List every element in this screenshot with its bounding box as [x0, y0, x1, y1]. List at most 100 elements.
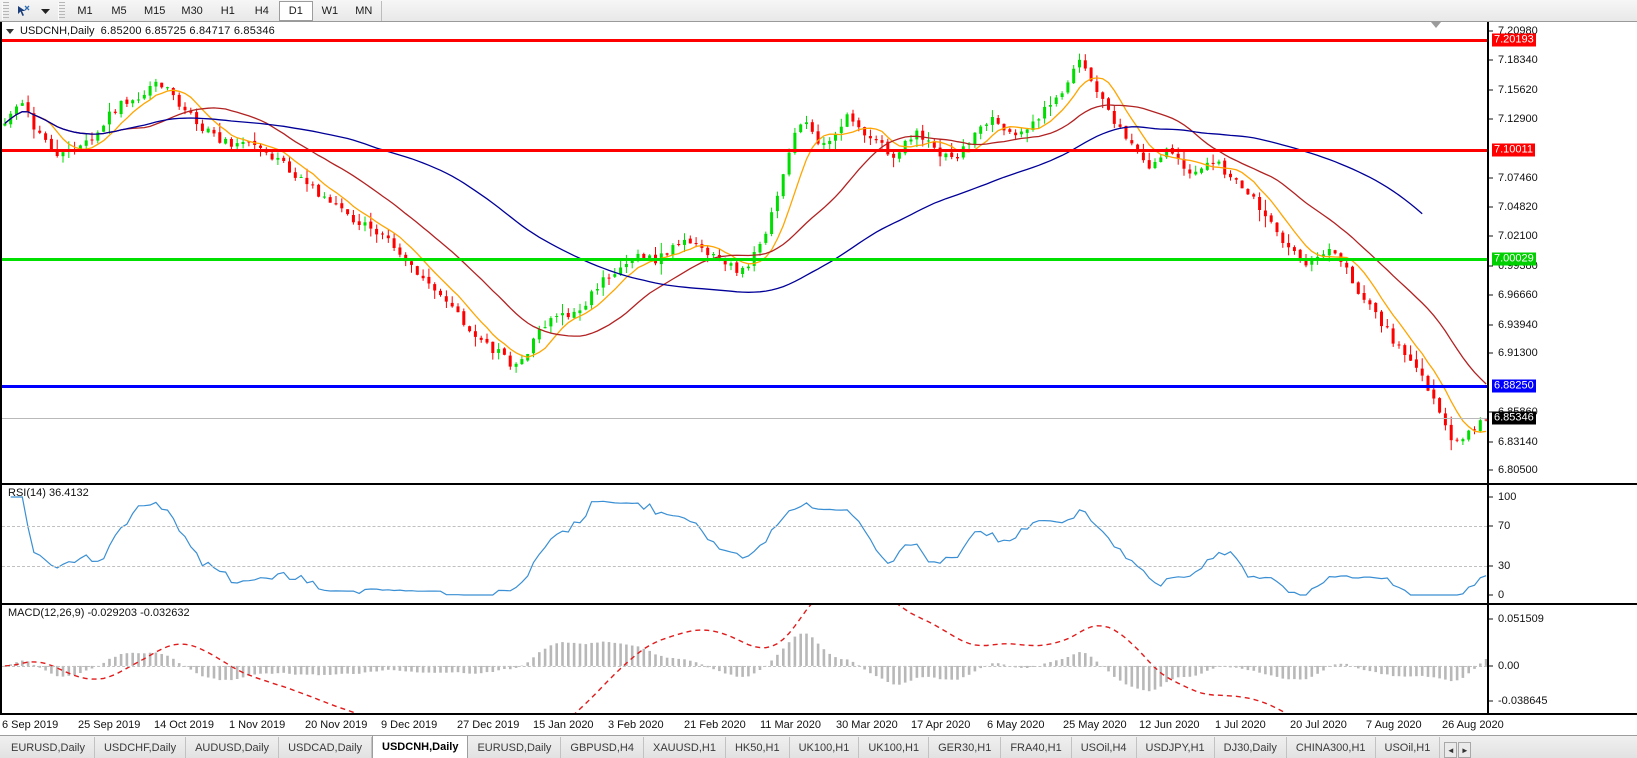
macd-axis-tick — [1489, 665, 1493, 667]
macd-axis-tick — [1489, 618, 1493, 620]
chart-scroll-marker-icon[interactable] — [1431, 22, 1441, 28]
timeframe-w1[interactable]: W1 — [321, 4, 339, 17]
price-axis-tick — [1489, 118, 1493, 120]
pivot-tag[interactable]: 7.00029 — [1492, 252, 1536, 266]
chart-tab-eurusd-daily[interactable]: EURUSD,Daily — [468, 737, 562, 758]
date-axis-label: 25 May 2020 — [1063, 719, 1127, 731]
price-axis-label: 6.91300 — [1498, 347, 1538, 360]
chart-tab-uk100-h1[interactable]: UK100,H1 — [859, 737, 930, 758]
price-pane[interactable]: USDCNH,Daily 6.85200 6.85725 6.84717 6.8… — [2, 22, 1637, 485]
chart-tab-uk100-h1[interactable]: UK100,H1 — [790, 737, 860, 758]
chart-tab-china300-h1[interactable]: CHINA300,H1 — [1287, 737, 1376, 758]
price-axis-tick — [1489, 324, 1493, 326]
rsi-pane[interactable]: RSI(14) 36.4132 100 70 30 0 — [2, 485, 1637, 605]
macd-pane[interactable]: MACD(12,26,9) -0.029203 -0.032632 0.0515… — [2, 605, 1637, 713]
price-axis-tick — [1489, 177, 1493, 179]
price-axis-tick — [1489, 352, 1493, 354]
symbol-header: USDCNH,Daily 6.85200 6.85725 6.84717 6.8… — [6, 25, 275, 37]
chart-tab-ger30-h1[interactable]: GER30,H1 — [929, 737, 1002, 758]
date-axis-label: 26 Aug 2020 — [1442, 719, 1504, 731]
price-axis-label: 7.02100 — [1498, 230, 1538, 243]
timeframe-h1[interactable]: H1 — [220, 4, 235, 17]
resistance-tag-lower[interactable]: 7.10011 — [1492, 143, 1535, 157]
chart-tab-usdjpy-h1[interactable]: USDJPY,H1 — [1137, 737, 1215, 758]
chevron-down-icon[interactable] — [6, 28, 14, 34]
price-axis-label: 6.80500 — [1498, 464, 1538, 477]
support-tag[interactable]: 6.88250 — [1492, 379, 1536, 393]
macd-zero-line — [2, 665, 1487, 667]
timeframe-m30[interactable]: M30 — [181, 4, 203, 17]
chart-tab-fra40-h1[interactable]: FRA40,H1 — [1001, 737, 1072, 758]
dropdown-arrow-icon[interactable] — [34, 1, 56, 21]
chart-tab-usdcad-daily[interactable]: USDCAD,Daily — [279, 737, 373, 758]
chart-container[interactable]: USDCNH,Daily 6.85200 6.85725 6.84717 6.8… — [0, 22, 1637, 713]
cursor-crosshair-icon[interactable] — [12, 1, 34, 21]
support-line[interactable] — [2, 385, 1487, 389]
rsi-label: RSI(14) 36.4132 — [8, 487, 89, 499]
rsi-axis[interactable]: 100 70 30 0 — [1489, 485, 1637, 603]
date-axis-label: 6 May 2020 — [987, 719, 1045, 731]
resistance-line-lower[interactable] — [2, 149, 1487, 153]
timeframe-m5[interactable]: M5 — [111, 4, 127, 17]
price-axis-tick — [1489, 441, 1493, 443]
rsi-plot[interactable] — [2, 485, 1489, 603]
date-axis-label: 6 Sep 2019 — [2, 719, 59, 731]
chart-tab-usoil-h1[interactable]: USOil,H1 — [1376, 737, 1441, 758]
macd-series — [4, 605, 1487, 713]
timeframe-mn[interactable]: MN — [355, 4, 373, 17]
pivot-line[interactable] — [2, 257, 1487, 261]
top-toolbar: M1 M5 M15 M30 H1 H4 D1 W1 MN — [0, 0, 1637, 22]
price-axis-tick — [1489, 235, 1493, 237]
chart-tab-audusd-daily[interactable]: AUDUSD,Daily — [186, 737, 280, 758]
price-axis-label: 6.93940 — [1498, 318, 1538, 331]
price-axis-tick — [1489, 469, 1493, 471]
chart-tab-hk50-h1[interactable]: HK50,H1 — [726, 737, 790, 758]
chart-tab-gbpusd-h4[interactable]: GBPUSD,H4 — [561, 737, 644, 758]
current-price-tag[interactable]: 6.85346 — [1492, 411, 1536, 425]
macd-axis-tick — [1489, 700, 1493, 702]
tab-scroll-prev-icon[interactable]: ◄ — [1444, 742, 1458, 758]
rsi-series — [10, 496, 1487, 596]
date-axis-label: 17 Apr 2020 — [911, 719, 971, 731]
symbol-name: USDCNH,Daily — [20, 25, 95, 37]
timeframe-group-grip[interactable] — [58, 1, 65, 20]
toolbar-divider — [380, 0, 382, 21]
chart-tab-dj30-daily[interactable]: DJ30,Daily — [1215, 737, 1287, 758]
price-axis-tick — [1489, 294, 1493, 296]
date-axis[interactable]: 6 Sep 2019 25 Sep 2019 14 Oct 2019 1 Nov 20… — [0, 713, 1637, 735]
macd-axis-label: 0.00 — [1498, 659, 1520, 672]
price-axis[interactable]: 7.20980 7.18340 7.15620 7.12900 7.07460 7.048… — [1489, 22, 1637, 483]
price-axis-tick — [1489, 411, 1493, 413]
timeframe-d1[interactable]: D1 — [278, 0, 313, 21]
candlestick-series — [3, 53, 1487, 451]
chart-tab-bar[interactable]: EURUSD,Daily USDCHF,Daily AUDUSD,Daily USDC… — [0, 735, 1637, 758]
chart-tab-usoil-h4[interactable]: USOil,H4 — [1072, 737, 1137, 758]
price-axis-tick — [1489, 265, 1493, 267]
price-plot[interactable] — [2, 22, 1489, 483]
chart-tab-eurusd-daily[interactable]: EURUSD,Daily — [2, 737, 95, 758]
date-axis-label: 20 Jul 2020 — [1290, 719, 1347, 731]
price-axis-tick — [1489, 59, 1493, 61]
toolbar-grip[interactable] — [2, 1, 9, 20]
rsi-axis-label: 100 — [1498, 491, 1517, 503]
macd-axis[interactable]: 0.051509 0.00 -0.038645 — [1489, 605, 1637, 713]
chart-tab-usdcnh-daily[interactable]: USDCNH,Daily — [372, 735, 469, 758]
price-axis-label: 6.96660 — [1498, 289, 1538, 302]
date-axis-label: 7 Aug 2020 — [1366, 719, 1422, 731]
chart-tab-usdchf-daily[interactable]: USDCHF,Daily — [95, 737, 187, 758]
tab-scroll-next-icon[interactable]: ► — [1458, 742, 1472, 758]
date-axis-label: 15 Jan 2020 — [533, 719, 594, 731]
date-axis-label: 20 Nov 2019 — [305, 719, 368, 731]
timeframe-m1[interactable]: M1 — [77, 4, 93, 17]
timeframe-h4[interactable]: H4 — [254, 4, 269, 17]
macd-plot[interactable] — [2, 605, 1489, 713]
date-axis-label: 25 Sep 2019 — [78, 719, 141, 731]
timeframe-m15[interactable]: M15 — [144, 4, 166, 17]
chart-tab-xauusd-h1[interactable]: XAUUSD,H1 — [644, 737, 726, 758]
tab-scroll-nav[interactable]: ◄ ► — [1444, 742, 1472, 758]
rsi-axis-tick — [1489, 525, 1493, 527]
resistance-tag-upper[interactable]: 7.20193 — [1492, 33, 1536, 47]
resistance-line-upper[interactable] — [2, 38, 1487, 42]
date-axis-label: 1 Jul 2020 — [1215, 719, 1266, 731]
date-axis-label: 12 Jun 2020 — [1139, 719, 1200, 731]
